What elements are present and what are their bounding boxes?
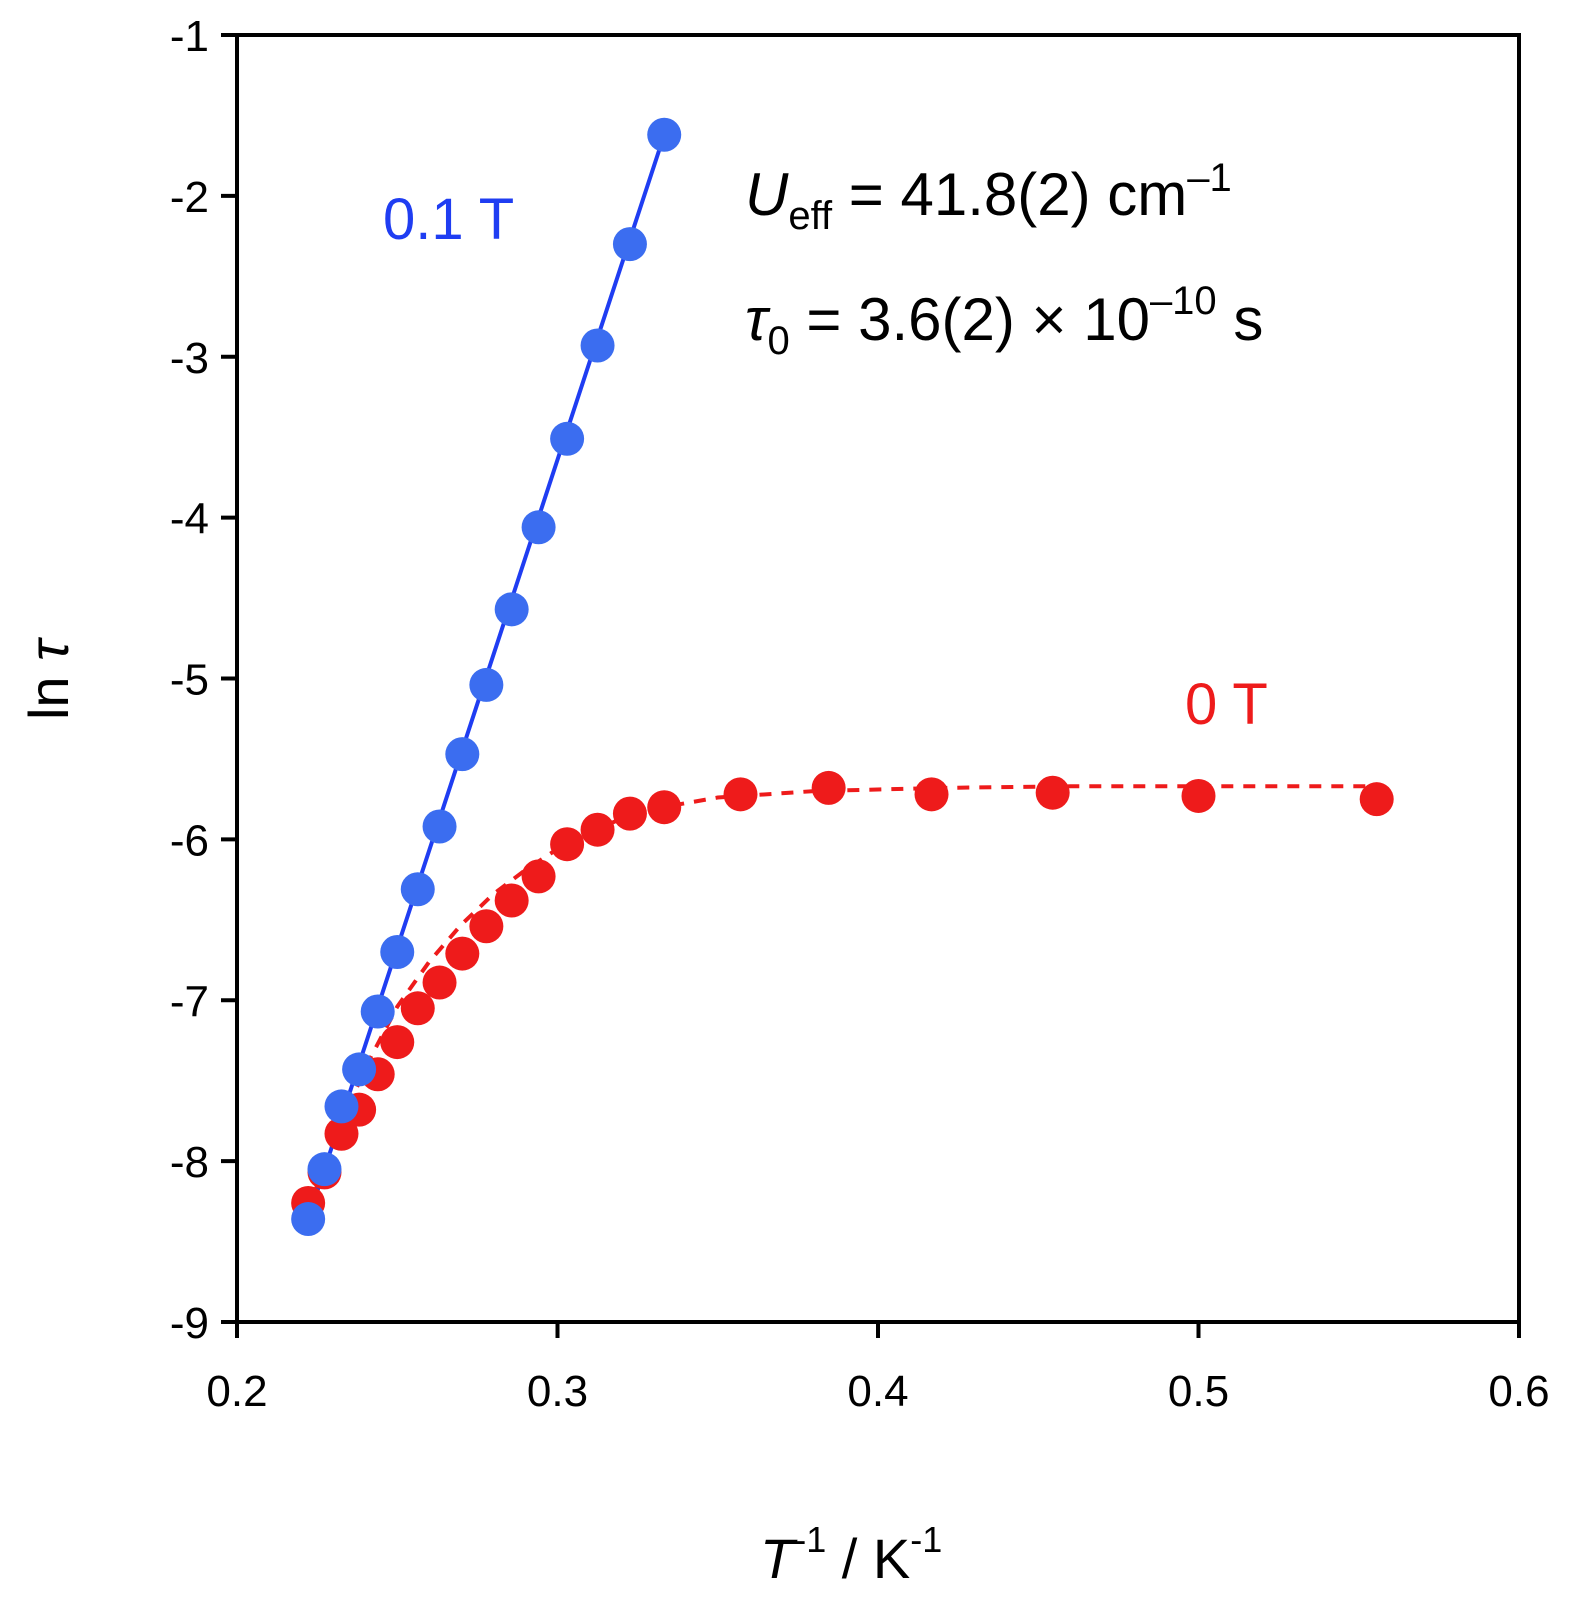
- tau0-unit: s: [1217, 286, 1264, 353]
- point-series-1-19: [1035, 775, 1070, 810]
- y-tick-label-2: -3: [170, 334, 209, 383]
- ueff-symbol: U: [745, 161, 789, 228]
- point-series-0-13: [580, 328, 615, 363]
- point-series-0-5: [380, 934, 415, 969]
- point-series-1-7: [422, 965, 457, 1000]
- x-tick-label-2: 0.4: [847, 1367, 908, 1416]
- point-series-0-6: [400, 872, 435, 907]
- point-series-0-9: [469, 667, 504, 702]
- point-series-1-9: [469, 909, 504, 944]
- point-series-0-3: [342, 1052, 377, 1087]
- x-axis-title: T-1 / K-1: [760, 1519, 942, 1590]
- point-series-0-10: [494, 592, 529, 627]
- point-series-0-0: [291, 1202, 326, 1237]
- point-series-1-5: [380, 1025, 415, 1060]
- y-tick-label-4: -5: [170, 656, 209, 705]
- x-tick-label-0: 0.2: [206, 1367, 267, 1416]
- y-tick-label-3: -4: [170, 495, 209, 544]
- point-series-1-16: [723, 777, 758, 812]
- y-tick-label-7: -8: [170, 1138, 209, 1187]
- x-tick-label-1: 0.3: [527, 1367, 588, 1416]
- point-series-0-1: [307, 1152, 342, 1187]
- series-label-0-1T: 0.1 T: [383, 187, 514, 252]
- y-axis-title-ln: ln: [17, 661, 80, 720]
- x-axis-title-unit: / K: [826, 1527, 910, 1590]
- point-series-1-21: [1359, 782, 1394, 817]
- point-series-0-8: [445, 737, 480, 772]
- point-series-1-2: [324, 1116, 359, 1151]
- x-axis-title-sup: -1: [794, 1519, 826, 1560]
- y-tick-label-0: -1: [170, 12, 209, 61]
- point-series-0-4: [360, 994, 395, 1029]
- x-axis-title-symbol: T: [760, 1527, 798, 1590]
- y-tick-label-5: -6: [170, 816, 209, 865]
- point-series-0-7: [422, 809, 457, 844]
- ueff-annotation: Ueff = 41.8(2) cm–1: [745, 156, 1232, 238]
- point-series-1-8: [445, 936, 480, 971]
- ueff-superscript: –1: [1187, 156, 1232, 200]
- y-tick-label-1: -2: [170, 173, 209, 222]
- point-series-0-11: [521, 510, 556, 545]
- point-series-1-6: [400, 991, 435, 1026]
- y-axis-ticks: -1 -2 -3 -4 -5 -6 -7 -8 -9: [170, 12, 237, 1348]
- point-series-1-20: [1181, 778, 1216, 813]
- fit-line-series-1: [306, 784, 1377, 1211]
- point-series-0-2: [324, 1089, 359, 1124]
- tau0-superscript: –10: [1150, 279, 1217, 323]
- point-series-1-12: [550, 827, 585, 862]
- series-label-0T: 0 T: [1185, 672, 1268, 737]
- point-series-1-11: [521, 859, 556, 894]
- x-axis-ticks: 0.2 0.3 0.4 0.5 0.6: [206, 1322, 1550, 1416]
- tau0-symbol: τ: [745, 286, 771, 353]
- x-tick-label-3: 0.5: [1168, 1367, 1229, 1416]
- tau0-subscript: 0: [767, 319, 789, 363]
- y-tick-label-8: -9: [170, 1299, 209, 1348]
- y-axis-title: ln τ: [17, 637, 80, 720]
- tau0-annotation: τ0 = 3.6(2) × 10–10 s: [745, 279, 1263, 363]
- y-axis-title-tau: τ: [17, 637, 80, 661]
- point-series-0-15: [647, 117, 682, 152]
- point-series-1-17: [811, 770, 846, 805]
- tau0-value: = 3.6(2) × 10: [790, 286, 1150, 353]
- y-tick-label-6: -7: [170, 977, 209, 1026]
- x-tick-label-4: 0.6: [1488, 1367, 1549, 1416]
- point-series-1-14: [612, 796, 647, 831]
- point-series-0-14: [612, 227, 647, 262]
- point-series-1-13: [580, 812, 615, 847]
- ueff-subscript: eff: [788, 194, 833, 238]
- data-points: [291, 117, 1394, 1237]
- point-series-1-15: [647, 790, 682, 825]
- ueff-value: = 41.8(2) cm: [832, 161, 1187, 228]
- point-series-1-10: [494, 883, 529, 918]
- point-series-1-18: [914, 777, 949, 812]
- x-axis-title-unit-sup: -1: [910, 1519, 942, 1560]
- point-series-0-12: [550, 421, 585, 456]
